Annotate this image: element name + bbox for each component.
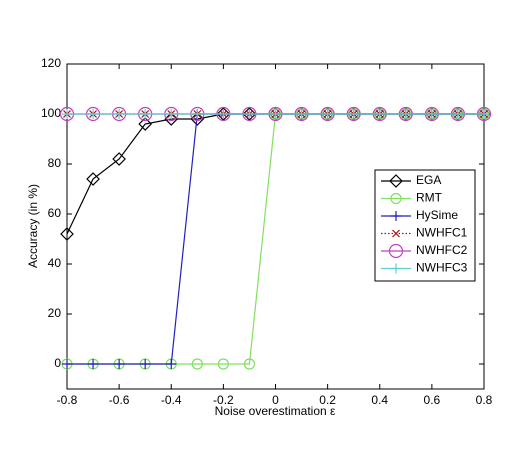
marker <box>244 109 255 119</box>
y-tick-label: 60 <box>48 206 62 220</box>
y-tick-label: 80 <box>48 156 62 170</box>
x-tick-label: -0.4 <box>161 393 182 407</box>
marker <box>60 227 74 241</box>
x-tick-label: 0.8 <box>476 393 493 407</box>
legend-label: EGA <box>416 173 441 187</box>
y-tick-label: 120 <box>41 56 61 70</box>
y-tick-label: 100 <box>41 106 61 120</box>
x-tick-label: 0.2 <box>319 393 336 407</box>
legend-label: NWHFC3 <box>416 261 468 275</box>
marker <box>140 109 151 119</box>
marker <box>192 109 203 119</box>
legend-label: RMT <box>416 191 443 205</box>
x-tick-label: 0.4 <box>371 393 388 407</box>
marker <box>374 109 385 119</box>
legend-label: HySime <box>416 208 458 222</box>
marker <box>112 152 126 166</box>
marker <box>166 109 177 119</box>
marker <box>138 117 153 131</box>
legend-label: NWHFC2 <box>416 243 468 257</box>
marker <box>391 263 401 274</box>
marker <box>62 359 72 369</box>
x-tick-label: -0.8 <box>57 393 78 407</box>
marker <box>166 359 177 369</box>
marker <box>452 109 463 119</box>
marker <box>243 358 256 370</box>
marker <box>389 174 403 188</box>
x-tick-label: 0 <box>272 393 279 407</box>
legend-label: NWHFC1 <box>416 226 468 240</box>
y-tick-label: 20 <box>48 306 62 320</box>
marker <box>218 109 229 119</box>
x-tick-label: 0.6 <box>424 393 441 407</box>
marker <box>190 112 205 126</box>
marker <box>390 192 402 205</box>
marker <box>62 109 72 119</box>
marker <box>348 109 359 119</box>
marker <box>296 109 307 119</box>
marker <box>86 172 100 186</box>
marker <box>391 211 401 221</box>
marker <box>270 109 281 119</box>
y-tick-label: 0 <box>54 356 61 370</box>
marker <box>88 359 99 369</box>
marker <box>388 243 404 259</box>
x-tick-label: -0.2 <box>213 393 234 407</box>
marker <box>426 109 437 119</box>
marker <box>140 359 151 369</box>
marker <box>164 112 179 126</box>
marker <box>392 229 400 238</box>
y-axis-label: Accuracy (in %) <box>26 184 40 268</box>
marker <box>114 359 125 369</box>
legend: EGA RMT HySime NWHFC1 NWHFC2 NWHFC3 <box>374 169 476 282</box>
marker <box>322 109 333 119</box>
marker <box>88 109 99 119</box>
marker <box>217 358 229 370</box>
marker <box>400 109 411 119</box>
x-axis-label: Noise overestimation ε <box>215 404 336 418</box>
marker <box>114 109 125 119</box>
marker <box>479 109 489 119</box>
x-tick-label: -0.6 <box>109 393 130 407</box>
marker <box>191 358 203 370</box>
y-tick-label: 40 <box>48 256 62 270</box>
legend-box <box>374 169 476 282</box>
